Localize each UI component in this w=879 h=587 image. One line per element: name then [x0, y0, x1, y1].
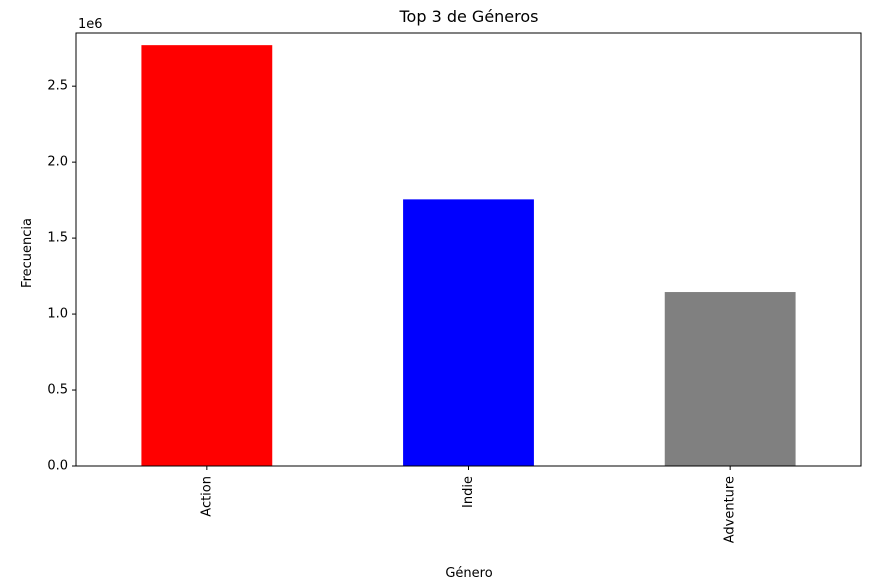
y-axis-multiplier: 1e6 [78, 17, 103, 32]
y-tick-label: 1.0 [47, 307, 68, 322]
y-tick-label: 0.0 [47, 459, 68, 474]
x-tick-label-indie: Indie [461, 476, 476, 508]
y-tick-label: 2.0 [47, 155, 68, 170]
y-tick-label: 1.5 [47, 231, 68, 246]
x-tick-label-adventure: Adventure [723, 476, 738, 543]
y-axis-label: Frecuencia [20, 218, 35, 288]
chart-title: Top 3 de Géneros [398, 7, 538, 26]
bar-indie [403, 199, 534, 466]
bar-adventure [664, 292, 796, 466]
y-tick-label: 0.5 [47, 383, 68, 398]
x-axis-label: Género [445, 566, 492, 581]
bar-action [141, 45, 273, 466]
y-tick-label: 2.5 [47, 79, 68, 94]
x-tick-label-action: Action [199, 476, 214, 517]
plot-area-frame [75, 32, 862, 467]
